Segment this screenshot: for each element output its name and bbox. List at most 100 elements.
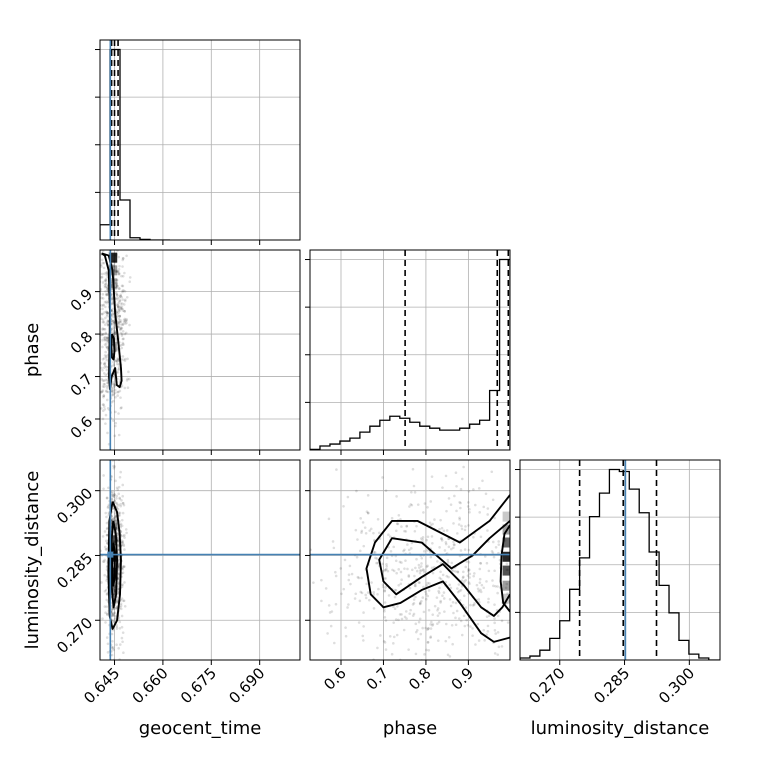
scatter-point xyxy=(424,626,427,630)
scatter-point xyxy=(431,622,435,626)
scatter-point xyxy=(110,497,114,501)
scatter-point xyxy=(472,488,475,491)
scatter-point xyxy=(119,607,123,611)
scatter-point xyxy=(100,378,104,381)
scatter-point xyxy=(103,361,107,365)
scatter-point xyxy=(121,631,125,634)
scatter-point xyxy=(453,543,456,547)
scatter-point xyxy=(119,470,122,474)
scatter-point xyxy=(120,305,124,308)
scatter-point xyxy=(429,623,432,626)
scatter-point xyxy=(479,588,482,592)
panel-frame xyxy=(99,459,301,661)
scatter-point xyxy=(496,653,500,656)
scatter-point xyxy=(119,294,123,298)
scatter-point xyxy=(418,602,422,605)
scatter-point xyxy=(123,357,127,361)
scatter-point xyxy=(115,494,119,498)
scatter-point xyxy=(123,359,127,362)
scatter-point xyxy=(384,619,388,622)
scatter-point xyxy=(448,655,452,658)
scatter-point xyxy=(417,620,421,624)
scatter-point xyxy=(397,686,400,689)
scatter-point xyxy=(121,640,124,644)
scatter-point xyxy=(118,299,122,303)
scatter-point xyxy=(115,601,119,604)
scatter-point xyxy=(459,549,463,552)
scatter-point xyxy=(106,642,110,646)
scatter-point xyxy=(449,586,453,590)
y-tick-label: 0.8 xyxy=(67,328,97,358)
scatter-point xyxy=(399,517,402,521)
scatter-point xyxy=(492,584,495,588)
scatter-point xyxy=(121,501,125,505)
scatter-point xyxy=(102,474,105,477)
scatter-point xyxy=(103,327,107,331)
scatter-point xyxy=(462,575,465,579)
scatter-point xyxy=(335,699,338,702)
scatter-point xyxy=(105,310,108,314)
scatter-point xyxy=(438,546,441,549)
scatter-point xyxy=(419,537,423,540)
scatter-point xyxy=(491,498,495,502)
scatter-point xyxy=(439,665,442,668)
scatter-point xyxy=(404,530,408,533)
scatter-point xyxy=(111,493,114,497)
scatter-point xyxy=(463,580,466,583)
scatter-point xyxy=(354,592,358,596)
scatter-point xyxy=(431,624,434,627)
scatter-point xyxy=(466,574,470,577)
scatter-point xyxy=(117,317,121,321)
scatter-point xyxy=(128,323,131,327)
scatter-point xyxy=(381,585,385,589)
scatter-point xyxy=(439,570,442,574)
scatter-point xyxy=(383,615,387,619)
scatter-point xyxy=(123,310,126,313)
scatter-point xyxy=(420,569,423,572)
scatter-point xyxy=(404,610,408,613)
y-tick-label: 0.270 xyxy=(53,614,96,657)
scatter-point xyxy=(106,338,109,342)
scatter-point xyxy=(352,718,355,721)
scatter-point xyxy=(118,264,121,268)
scatter-point xyxy=(106,431,109,435)
scatter-point xyxy=(397,514,401,517)
scatter-point xyxy=(366,591,370,594)
scatter-point xyxy=(101,417,105,421)
scatter-point xyxy=(115,286,118,290)
scatter-point xyxy=(436,607,440,610)
scatter-point xyxy=(104,282,108,285)
scatter-point xyxy=(104,621,107,624)
scatter-point xyxy=(464,578,467,582)
scatter-point xyxy=(104,305,107,309)
scatter-point xyxy=(429,635,433,639)
scatter-point xyxy=(112,322,115,325)
scatter-point xyxy=(117,272,120,275)
scatter-point xyxy=(102,327,106,331)
scatter-point xyxy=(101,389,105,392)
scatter-point xyxy=(95,370,98,373)
scatter-point xyxy=(101,535,105,538)
scatter-point xyxy=(415,557,418,561)
scatter-point xyxy=(512,631,515,634)
scatter-point xyxy=(473,602,476,605)
scatter-point xyxy=(477,589,481,593)
scatter-point xyxy=(512,461,515,464)
scatter-point xyxy=(312,581,315,584)
scatter-point xyxy=(343,558,347,562)
scatter-point xyxy=(112,464,115,468)
scatter-point xyxy=(123,548,126,551)
scatter-point xyxy=(123,533,126,537)
scatter-point xyxy=(113,269,117,273)
scatter-point xyxy=(426,628,429,631)
scatter-point xyxy=(118,620,122,624)
scatter-point xyxy=(123,332,127,336)
scatter-point xyxy=(447,635,451,639)
scatter-point xyxy=(120,540,124,544)
scatter-point xyxy=(94,356,97,359)
scatter-point xyxy=(116,312,119,316)
scatter-point xyxy=(103,558,106,562)
scatter-point xyxy=(105,533,109,537)
scatter-point xyxy=(121,337,125,341)
scatter-point xyxy=(482,586,485,590)
